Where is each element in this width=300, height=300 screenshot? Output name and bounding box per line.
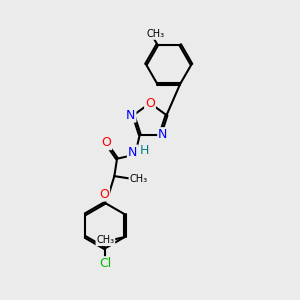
Text: O: O	[101, 136, 111, 149]
Text: CH₃: CH₃	[147, 29, 165, 39]
Text: CH₃: CH₃	[96, 235, 115, 245]
Text: CH₃: CH₃	[129, 174, 148, 184]
Text: N: N	[126, 109, 136, 122]
Text: O: O	[99, 188, 109, 201]
Text: N: N	[128, 146, 137, 158]
Text: H: H	[140, 144, 149, 157]
Text: O: O	[145, 97, 155, 110]
Text: N: N	[158, 128, 168, 141]
Text: Cl: Cl	[99, 257, 111, 270]
